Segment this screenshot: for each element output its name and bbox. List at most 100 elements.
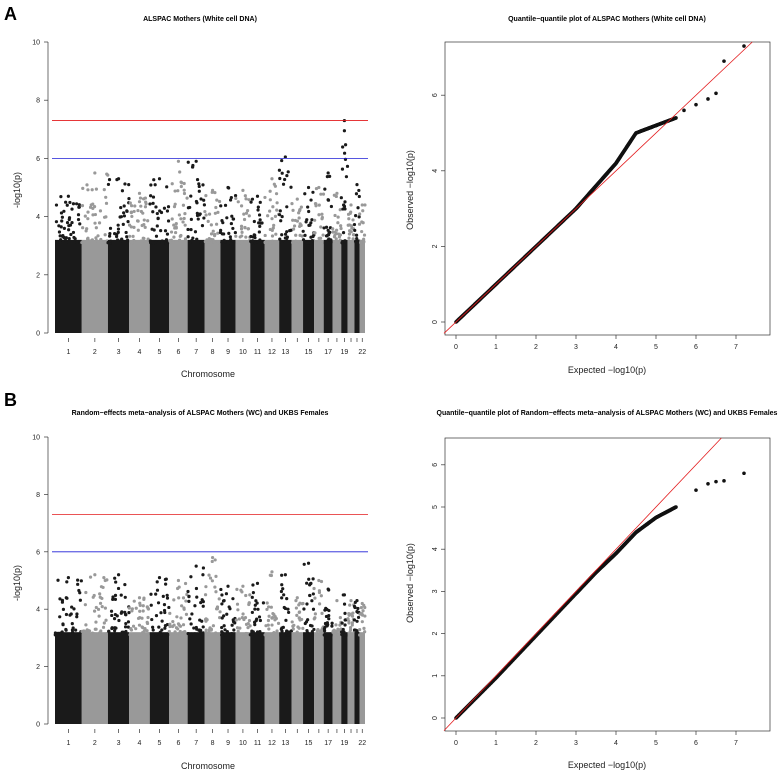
snp-point [189,217,193,222]
snp-point [340,632,344,637]
snp-point [336,221,340,225]
x-tick-label: 5 [158,349,162,356]
snp-point [325,621,329,625]
snp-point [217,199,222,204]
snp-point [135,219,140,223]
snp-point [168,622,172,626]
snp-point [130,204,134,208]
snp-point [265,607,269,612]
snp-point [225,630,229,634]
snp-peak-chr19 [342,593,347,597]
snp-point [282,593,286,597]
snp-point [268,198,272,202]
snp-point [151,195,156,199]
snp-point [239,633,243,637]
snp-point [347,223,352,227]
chromosome-2-points [81,239,108,333]
x-tick-label: 6 [694,344,698,351]
snp-point [96,234,100,238]
snp-point [272,630,276,635]
snp-point [322,633,326,637]
snp-point [347,232,352,236]
snp-point [213,190,217,195]
y-tick-label: 6 [36,156,40,163]
snp-point [212,240,217,244]
snp-point [360,229,364,234]
snp-point [54,203,59,207]
snp-point [179,233,183,238]
reference-line-y-equals-x [443,437,722,731]
snp-point [333,233,337,238]
snp-point [194,586,199,591]
snp-point [177,596,181,600]
snp-point [299,240,303,244]
snp-point [300,234,304,238]
snp-point [283,236,287,240]
x-tick-label: 19 [341,740,349,747]
snp-peak-chr7 [194,159,198,163]
snp-point [119,205,123,210]
snp-point [263,241,267,245]
snp-point [275,629,279,633]
snp-point [183,237,188,241]
x-tick-label: 2 [93,349,97,356]
snp-point [68,633,72,637]
snp-point [311,577,315,581]
snp-point [172,205,177,209]
snp-point [265,601,269,605]
chromosome-3-points [107,632,130,724]
snp-point [81,186,85,190]
snp-point [80,204,85,208]
snp-point [172,235,176,239]
snp-point [76,582,80,586]
snp-point [306,241,310,245]
snp-point [84,229,88,233]
snp-point [130,214,134,219]
snp-point [204,628,208,632]
snp-peak-chr9 [226,185,230,190]
snp-point [338,616,342,620]
snp-point [250,629,254,633]
snp-point [360,620,364,624]
snp-point [69,232,73,237]
qq-a-ylabel: Observed −log10(p) [405,150,415,230]
snp-point [283,606,287,611]
snp-point [209,232,214,236]
snp-point [311,633,315,637]
snp-point [216,241,220,245]
y-tick-label: 6 [432,93,439,97]
snp-point [174,225,178,229]
snp-point [106,241,110,245]
snp-point [311,607,316,611]
snp-point [322,627,326,631]
snp-point [319,225,323,229]
snp-point [281,587,285,591]
snp-point [213,211,217,215]
snp-point [299,205,303,209]
snp-point [267,605,271,609]
snp-point [201,573,205,577]
snp-point [100,605,104,609]
snp-point [109,609,114,613]
chromosome-5-points [149,239,170,333]
snp-point [278,176,282,181]
y-tick-label: 4 [36,214,40,221]
snp-point [193,632,197,636]
snp-point [348,630,352,634]
snp-point [144,632,148,637]
x-tick-label: 19 [341,349,349,356]
x-tick-label: 10 [239,740,247,747]
snp-point [314,186,319,191]
snp-point [358,627,362,632]
snp-point [91,206,95,210]
snp-point [222,614,226,618]
snp-point [218,610,222,614]
snp-point [340,167,345,171]
x-tick-label: 12 [268,740,276,747]
x-tick-label: 3 [117,349,121,356]
snp-point [122,214,127,218]
snp-point [313,596,317,600]
snp-point [333,629,337,633]
chromosome-1-points [55,239,82,333]
snp-point [310,238,314,243]
